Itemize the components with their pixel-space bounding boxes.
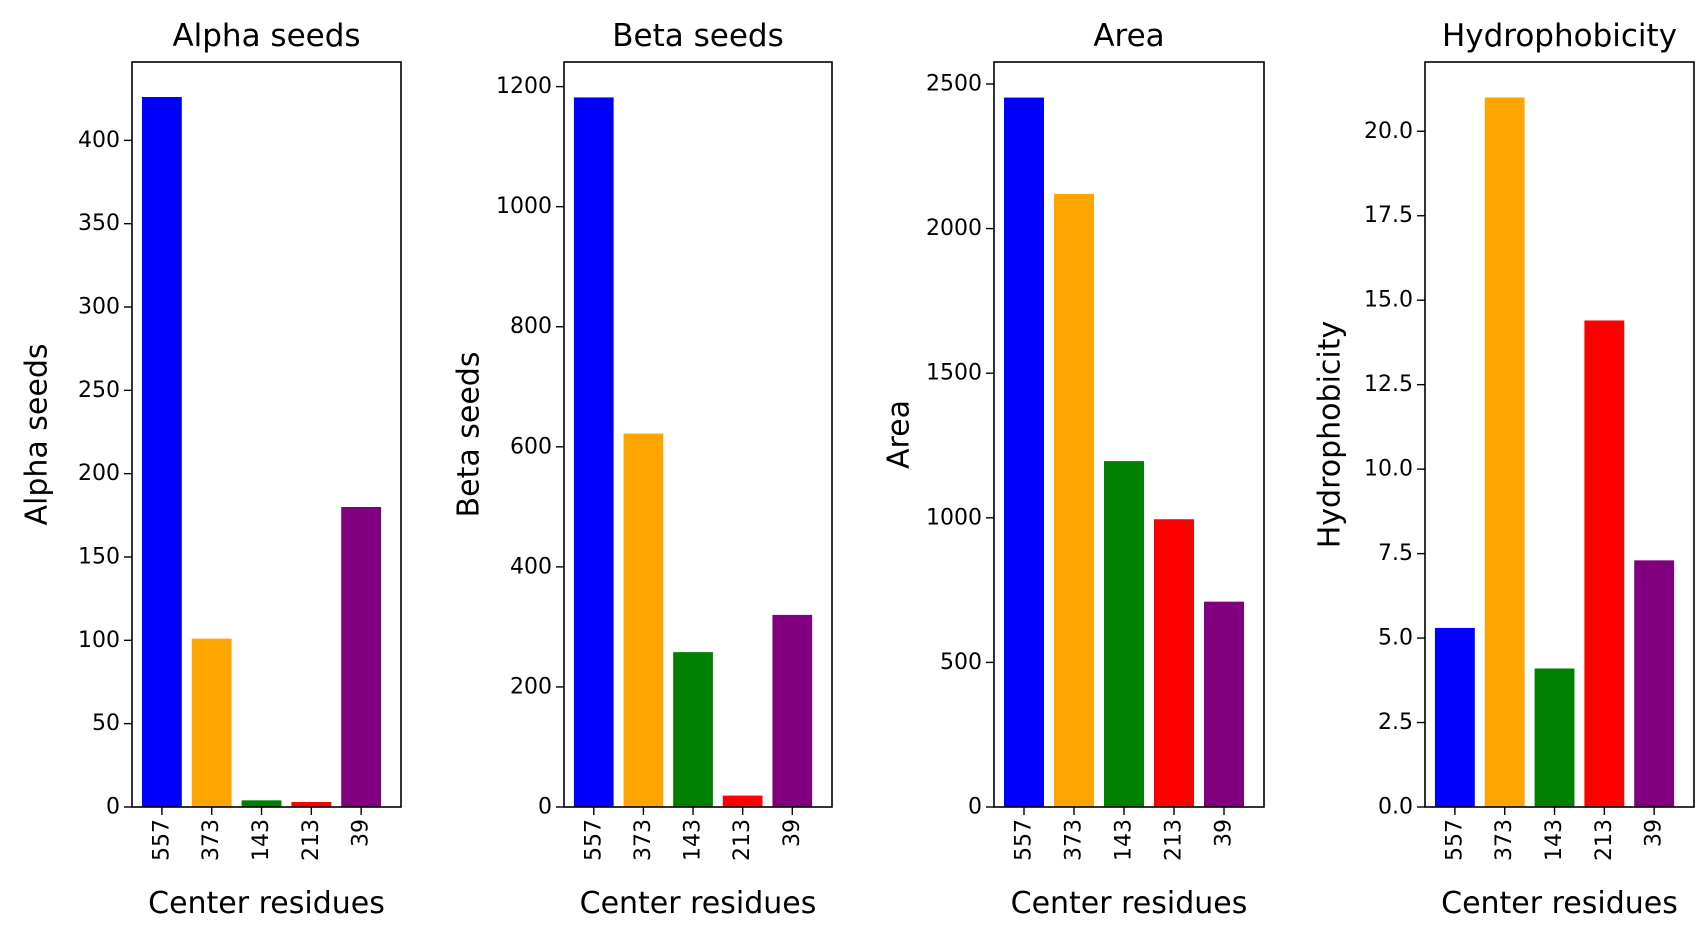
y-tick-label: 5.0 [1378,626,1413,651]
y-tick-label: 600 [510,434,552,459]
bar-39 [772,614,813,807]
x-tick-label: 213 [299,819,324,861]
x-tick-label: 143 [1542,819,1567,861]
axes-frame [563,61,833,808]
y-tick-label: 350 [78,211,120,236]
y-tick-label: 200 [78,461,120,486]
y-axis-label: Beta seeds [452,352,487,518]
bar-373 [191,638,232,807]
chart-title: Alpha seeds [172,18,360,54]
chart-title: Hydrophobicity [1442,18,1677,54]
y-tick-label: 100 [78,628,120,653]
chart-panel-4: 557 373 143 213 39 0.0 2.5 5.0 7.5 10.0 12.5 15.0 17… [1313,18,1695,921]
x-tick-label: 213 [730,819,755,861]
y-tick-label: 20.0 [1364,119,1413,144]
y-tick-label: 0 [968,795,982,820]
bar-143 [1534,668,1575,807]
y-tick-label: 400 [510,554,552,579]
x-tick-label: 373 [1492,819,1517,861]
bar-213 [291,802,332,807]
x-tick-label: 143 [1112,819,1137,861]
y-axis-label: Hydrophobicity [1313,321,1348,549]
y-tick-label: 10.0 [1364,457,1413,482]
bar-213 [722,795,763,807]
bar-373 [623,433,664,807]
bar-373 [1484,97,1525,807]
bar-39 [1204,601,1244,807]
bar-143 [241,800,282,807]
x-tick-label: 557 [581,819,606,861]
bar-39 [341,507,382,807]
y-tick-label: 1000 [496,194,552,219]
bar-557 [141,97,182,807]
y-tick-label: 2.5 [1378,710,1413,735]
y-axis-label: Alpha seeds [20,343,55,525]
x-tick-label: 373 [199,819,224,861]
y-tick-label: 200 [510,674,552,699]
x-tick-label: 557 [149,819,174,861]
y-tick-label: 15.0 [1364,288,1413,313]
x-tick-label: 373 [631,819,656,861]
x-tick-label: 143 [681,819,706,861]
bar-213 [1584,320,1625,807]
bar-557 [573,97,614,808]
x-tick-label: 143 [249,819,274,861]
y-tick-label: 2500 [926,71,982,96]
y-tick-label: 2000 [926,216,982,241]
x-tick-label: 557 [1012,819,1037,861]
y-tick-label: 7.5 [1378,541,1413,566]
x-tick-label: 39 [1642,819,1667,847]
y-tick-label: 1200 [496,74,552,99]
y-tick-label: 150 [78,545,120,570]
x-tick-label: 39 [1212,819,1237,847]
x-axis-label: Center residues [1011,886,1248,921]
bar-213 [1154,519,1194,807]
y-tick-label: 800 [510,314,552,339]
bar-39 [1634,560,1675,807]
x-axis-label: Center residues [580,886,817,921]
chart-title: Beta seeds [612,18,783,54]
x-tick-label: 213 [1162,819,1187,861]
axes-frame [131,61,402,808]
y-axis-label: Area [882,400,917,469]
x-tick-label: 213 [1592,819,1617,861]
bar-143 [1104,461,1144,807]
x-tick-label: 39 [349,819,374,847]
y-tick-label: 17.5 [1364,203,1413,228]
axes-frame [993,61,1265,808]
bar-143 [673,652,713,807]
chart-panel-3: 557 373 143 213 39 0 500 1000 1500 2000 2500 Area Ce… [882,18,1265,921]
y-tick-label: 250 [78,378,120,403]
y-tick-label: 0.0 [1378,795,1413,820]
y-tick-label: 1500 [926,361,982,386]
bar-557 [1434,627,1475,807]
chart-title: Area [1093,18,1164,54]
y-tick-label: 400 [78,128,120,153]
x-tick-label: 373 [1062,819,1087,861]
x-tick-label: 557 [1442,819,1467,861]
y-tick-label: 1000 [926,505,982,530]
y-tick-label: 0 [538,795,552,820]
bar-557 [1004,97,1044,808]
chart-panel-1: 557 373 143 213 39 0 50 100 150 200 250 300 350 400 Al… [20,18,402,921]
axes-frame [1424,61,1695,808]
x-axis-label: Center residues [1441,886,1678,921]
y-tick-label: 500 [940,650,982,675]
y-tick-label: 300 [78,295,120,320]
y-tick-label: 0 [106,795,120,820]
x-tick-label: 39 [780,819,805,847]
x-axis-label: Center residues [148,886,385,921]
y-tick-label: 50 [92,711,120,736]
bar-373 [1054,193,1094,807]
chart-panel-2: 557 373 143 213 39 0 200 400 600 800 1000 1200 Beta … [452,18,833,921]
y-tick-label: 12.5 [1364,372,1413,397]
